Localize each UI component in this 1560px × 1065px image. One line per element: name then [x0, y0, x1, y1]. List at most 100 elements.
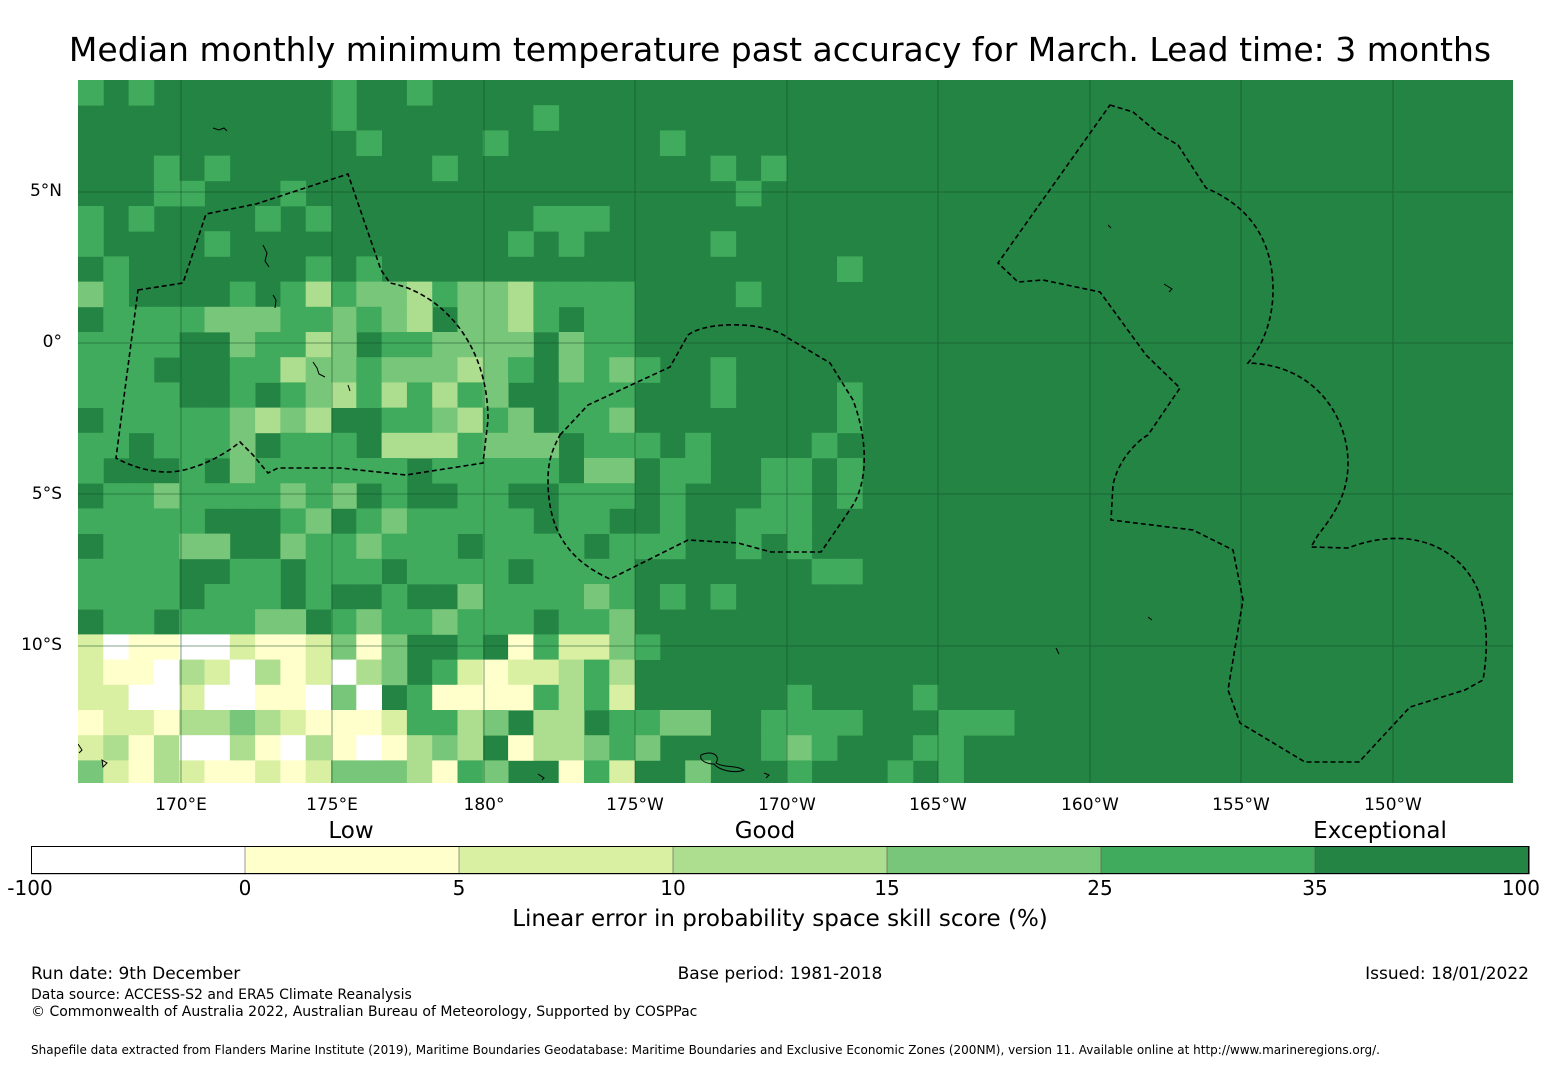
skill-cell — [786, 483, 813, 509]
island — [312, 361, 326, 378]
colorbar-bin — [1314, 846, 1530, 875]
skill-cell — [179, 760, 205, 783]
skill-cell — [457, 710, 484, 736]
skill-cell — [811, 432, 838, 459]
skill-cell — [331, 710, 357, 736]
skill-cell — [305, 306, 332, 333]
skill-cell — [786, 458, 813, 484]
skill-cell — [305, 458, 332, 484]
skill-cell — [204, 231, 231, 257]
island — [272, 294, 277, 309]
skill-cell — [153, 306, 180, 333]
skill-cell — [735, 180, 762, 207]
skill-cell — [584, 483, 610, 509]
skill-cell — [457, 407, 484, 434]
skill-cell — [128, 508, 155, 534]
colorbar-title: Linear error in probability space skill … — [512, 906, 1048, 932]
skill-cell — [609, 306, 635, 333]
skill-cell — [406, 684, 433, 711]
skill-cell — [457, 382, 484, 408]
skill-cell — [659, 533, 686, 560]
colorbar-tick: 10 — [660, 876, 686, 900]
skill-cell — [255, 407, 281, 434]
skill-cell — [432, 710, 458, 736]
skill-cell — [432, 508, 458, 534]
skill-cell — [609, 458, 635, 484]
skill-cell — [406, 382, 433, 408]
skill-cell — [128, 80, 155, 106]
skill-cell — [533, 634, 560, 660]
skill-cell — [280, 609, 307, 635]
skill-cell — [533, 659, 560, 686]
skill-cell — [331, 760, 357, 783]
skill-cell — [229, 735, 256, 761]
lon-label-155w: 155°W — [1212, 795, 1270, 815]
skill-cell — [153, 634, 180, 660]
skill-score-map — [78, 80, 1513, 783]
skill-cell — [710, 584, 737, 610]
skill-cell — [837, 458, 863, 484]
skill-cell — [786, 508, 813, 534]
skill-cell — [179, 306, 205, 333]
skill-cell — [305, 382, 332, 408]
lon-label-175e: 175°E — [306, 795, 358, 815]
skill-cell — [786, 684, 813, 711]
skill-cell — [229, 634, 256, 660]
skill-cell — [508, 533, 534, 560]
skill-cell — [331, 634, 357, 660]
skill-cell — [558, 483, 585, 509]
lat-label-5s: 5°S — [31, 484, 62, 504]
skill-cell — [78, 508, 104, 534]
skill-cell — [634, 432, 661, 459]
skill-cell — [432, 533, 458, 560]
skill-cell — [761, 483, 787, 509]
skill-cell — [837, 710, 863, 736]
skill-cell — [457, 483, 484, 509]
skill-cell — [584, 281, 610, 308]
skill-cell — [811, 710, 838, 736]
eez-tokelau — [547, 324, 865, 580]
skill-cell — [609, 684, 635, 711]
skill-cell — [153, 180, 180, 207]
skill-cell — [179, 432, 205, 459]
skill-cell — [204, 407, 231, 434]
skill-cell — [179, 180, 205, 207]
skill-cell — [584, 332, 610, 358]
skill-cell — [406, 281, 433, 308]
skill-cell — [229, 710, 256, 736]
skill-cell — [584, 659, 610, 686]
skill-cell — [356, 382, 382, 408]
skill-cell — [685, 760, 711, 783]
skill-cell — [331, 483, 357, 509]
colorbar-tick: 0 — [238, 876, 252, 900]
skill-cell — [584, 357, 610, 383]
skill-cell — [255, 357, 281, 383]
skill-cell — [432, 760, 458, 783]
skill-cell — [761, 155, 787, 182]
lon-label-150w: 150°W — [1364, 795, 1422, 815]
skill-cell — [482, 130, 509, 156]
category-low: Low — [328, 818, 374, 844]
eez-boundaries — [115, 104, 1488, 763]
skill-cell — [78, 206, 104, 232]
skill-cell — [229, 382, 256, 408]
skill-cell — [255, 684, 281, 711]
skill-cell — [659, 130, 686, 156]
island — [78, 743, 83, 754]
colorbar-tick: 100 — [1501, 876, 1540, 900]
skill-cell — [710, 382, 737, 408]
skill-cell — [153, 332, 180, 358]
colorbar-tick: 25 — [1087, 876, 1113, 900]
skill-cell — [432, 659, 458, 686]
skill-cell — [280, 180, 307, 207]
skill-cell — [457, 508, 484, 534]
skill-cell — [331, 558, 357, 585]
skill-cell — [482, 432, 509, 459]
skill-cell — [356, 659, 382, 686]
data-source: Data source: ACCESS-S2 and ERA5 Climate … — [31, 987, 412, 1003]
skill-cell — [103, 357, 129, 383]
skill-cell — [584, 558, 610, 585]
skill-cell — [659, 584, 686, 610]
skill-cell — [837, 558, 863, 585]
skill-cell — [963, 710, 990, 736]
